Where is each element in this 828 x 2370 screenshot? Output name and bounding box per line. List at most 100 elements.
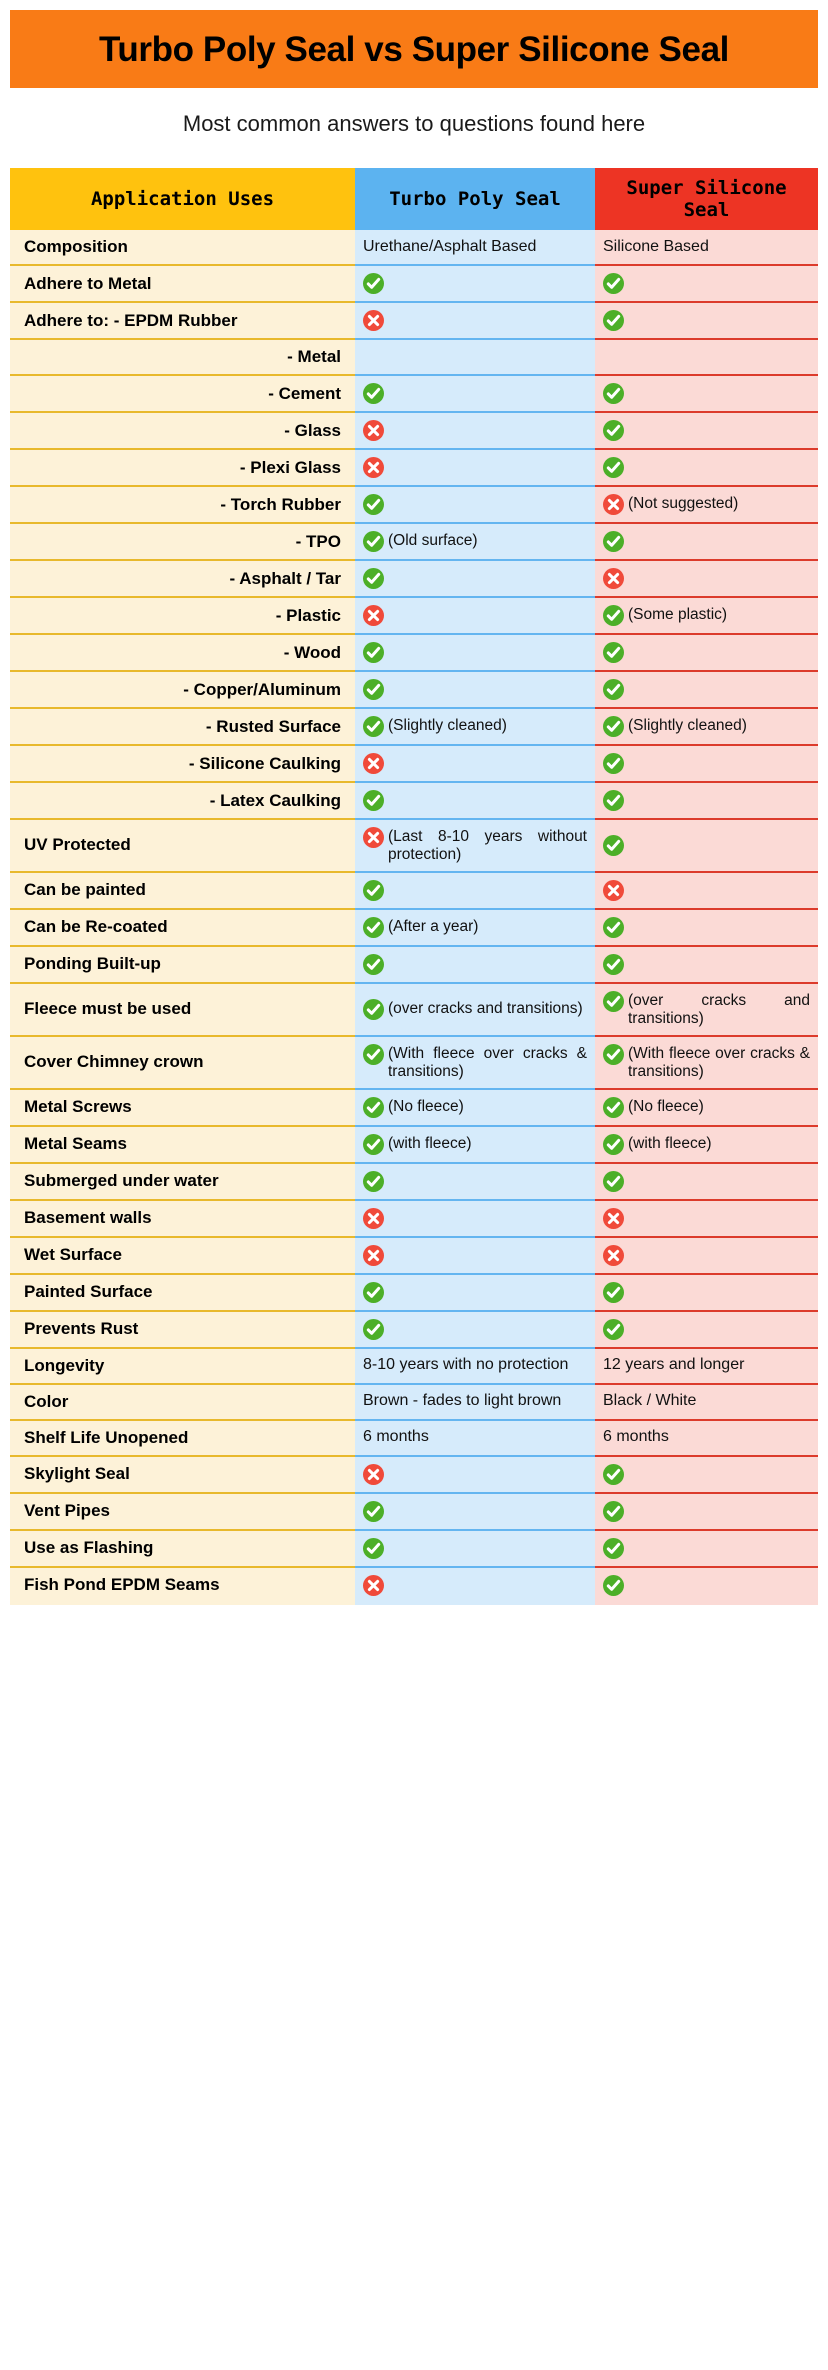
cell-content: 6 months — [363, 1428, 587, 1447]
page-title: Turbo Poly Seal vs Super Silicone Seal — [99, 29, 729, 69]
row-label: Fish Pond EPDM Seams — [10, 1567, 355, 1605]
check-circle-icon — [363, 531, 384, 552]
cross-circle-icon — [363, 1574, 384, 1596]
table-cell-silicone — [595, 746, 818, 783]
row-label: Basement walls — [10, 1200, 355, 1238]
table-cell-turbo — [355, 1163, 595, 1201]
table-row: Metal Screws (No fleece) (No fleece) — [10, 1089, 818, 1127]
table-cell-turbo — [355, 783, 595, 820]
check-circle-icon — [603, 605, 624, 626]
table-row: Composition Urethane/Asphalt Based Silicon… — [10, 230, 818, 266]
table-cell-silicone — [595, 1163, 818, 1201]
row-label: Color — [10, 1384, 355, 1421]
row-label: Vent Pipes — [10, 1493, 355, 1531]
check-circle-icon — [603, 753, 624, 774]
row-label: Adhere to: - EPDM Rubber — [10, 303, 355, 340]
cell-content — [603, 420, 810, 441]
check-circle-icon — [603, 1463, 624, 1485]
table-row: - Torch Rubber (Not suggested) — [10, 487, 818, 524]
row-label: - Metal — [10, 340, 355, 376]
table-cell-silicone — [595, 909, 818, 947]
table-cell-silicone — [595, 561, 818, 598]
cross-circle-icon — [603, 879, 624, 901]
table-row: Skylight Seal — [10, 1456, 818, 1494]
cell-text: 12 years and longer — [603, 1356, 745, 1374]
table-row: - Latex Caulking — [10, 783, 818, 820]
cell-content: (over cracks and transitions) — [603, 990, 810, 1028]
table-cell-silicone: (over cracks and transitions) — [595, 983, 818, 1037]
table-cell-turbo — [355, 487, 595, 524]
cell-content — [363, 457, 587, 478]
table-cell-turbo: Brown - fades to light brown — [355, 1384, 595, 1421]
table-cell-turbo: (After a year) — [355, 909, 595, 947]
cell-content: 12 years and longer — [603, 1356, 810, 1375]
cell-content — [363, 1463, 587, 1485]
cell-text: Silicone Based — [603, 237, 709, 255]
cell-text: 6 months — [363, 1428, 429, 1446]
cell-content — [363, 1574, 587, 1596]
cell-content: (Slightly cleaned) — [363, 716, 587, 737]
cell-note: (Not suggested) — [628, 495, 739, 512]
cell-text: Brown - fades to light brown — [363, 1392, 562, 1410]
table-cell-silicone — [595, 376, 818, 413]
cell-content — [603, 457, 810, 478]
cross-circle-icon — [603, 568, 624, 589]
cell-content: (Last 8-10 years without protection) — [363, 827, 587, 864]
cell-content — [603, 790, 810, 811]
cell-content — [603, 1500, 810, 1522]
row-label: - Cement — [10, 376, 355, 413]
cell-content — [363, 1318, 587, 1340]
table-cell-silicone — [595, 783, 818, 820]
cell-content — [603, 1281, 810, 1303]
check-circle-icon — [603, 1281, 624, 1303]
check-circle-icon — [363, 642, 384, 663]
cell-content: Black / White — [603, 1392, 810, 1411]
check-circle-icon — [603, 1170, 624, 1192]
table-row: Fish Pond EPDM Seams — [10, 1567, 818, 1605]
cell-content — [603, 1463, 810, 1485]
cell-note: (Some plastic) — [628, 606, 728, 623]
table-cell-turbo — [355, 266, 595, 303]
check-circle-icon — [603, 642, 624, 663]
table-row: - Rusted Surface (Slightly cleaned) (Sligh… — [10, 709, 818, 746]
comparison-infographic: Turbo Poly Seal vs Super Silicone Seal M… — [0, 10, 828, 1605]
table-row: Use as Flashing — [10, 1530, 818, 1568]
cell-content: (No fleece) — [603, 1096, 810, 1118]
check-circle-icon — [603, 1096, 624, 1118]
cell-note: (With fleece over cracks & transitions) — [628, 1044, 810, 1080]
cell-content — [603, 642, 810, 663]
cell-content: (After a year) — [363, 916, 587, 938]
table-cell-silicone — [595, 266, 818, 303]
cell-content — [363, 1537, 587, 1559]
title-banner: Turbo Poly Seal vs Super Silicone Seal — [10, 10, 818, 88]
cell-content: (over cracks and transitions) — [363, 998, 587, 1020]
table-cell-silicone — [595, 1493, 818, 1531]
cell-content — [363, 753, 587, 774]
cell-content — [363, 879, 587, 901]
table-cell-turbo — [355, 376, 595, 413]
table-cell-silicone — [595, 303, 818, 340]
check-circle-icon — [363, 916, 384, 938]
table-row: Fleece must be used (over cracks and tran… — [10, 983, 818, 1037]
cell-note: (over cracks and transitions) — [388, 999, 583, 1017]
row-label: - Rusted Surface — [10, 709, 355, 746]
cell-content — [363, 383, 587, 404]
cell-note: (over cracks and transitions) — [628, 991, 810, 1027]
cell-content — [603, 1170, 810, 1192]
row-label: Fleece must be used — [10, 983, 355, 1037]
table-row: Shelf Life Unopened 6 months 6 months — [10, 1420, 818, 1457]
cell-content — [363, 790, 587, 811]
table-row: - Asphalt / Tar — [10, 561, 818, 598]
cell-content — [363, 273, 587, 294]
cell-note: (With fleece over cracks & transitions) — [388, 1044, 587, 1080]
table-cell-turbo — [355, 450, 595, 487]
check-circle-icon — [603, 1043, 624, 1065]
row-label: Painted Surface — [10, 1274, 355, 1312]
cross-circle-icon — [603, 1207, 624, 1229]
check-circle-icon — [363, 790, 384, 811]
table-cell-turbo — [355, 303, 595, 340]
table-cell-silicone: (Slightly cleaned) — [595, 709, 818, 746]
table-cell-silicone — [595, 946, 818, 984]
cell-content — [603, 531, 810, 552]
table-cell-silicone: (Some plastic) — [595, 598, 818, 635]
